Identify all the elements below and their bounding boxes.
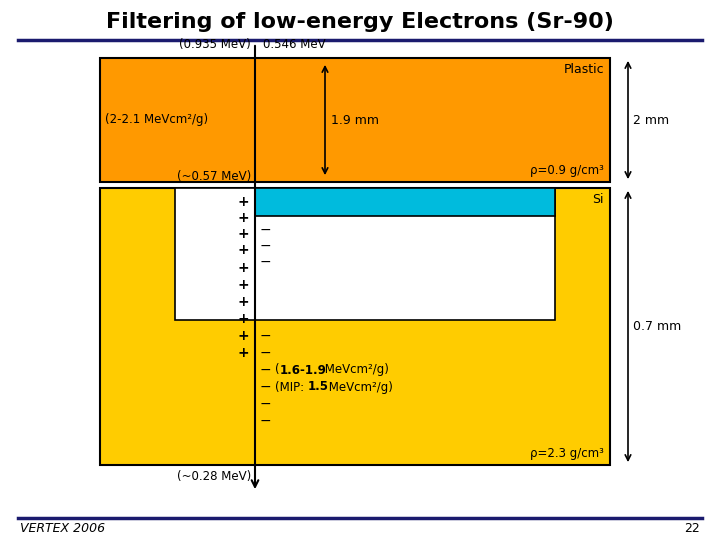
Text: 0.546 MeV: 0.546 MeV: [263, 38, 325, 51]
Text: −: −: [259, 414, 271, 428]
Text: Plastic: Plastic: [563, 63, 604, 76]
Text: MeVcm²/g): MeVcm²/g): [321, 363, 389, 376]
Text: 22: 22: [684, 522, 700, 535]
Text: 0.7 mm: 0.7 mm: [633, 320, 681, 333]
Text: +: +: [237, 312, 249, 326]
Text: +: +: [237, 295, 249, 309]
Text: +: +: [237, 278, 249, 292]
Bar: [175, 188, 555, 320]
Text: −: −: [259, 255, 271, 269]
Text: −: −: [259, 346, 271, 360]
Text: −: −: [259, 397, 271, 411]
Bar: [255, 188, 555, 216]
Text: ρ=0.9 g/cm³: ρ=0.9 g/cm³: [530, 164, 604, 177]
Bar: [100, 58, 610, 182]
Text: (~0.57 MeV): (~0.57 MeV): [176, 170, 251, 183]
Text: −: −: [259, 380, 271, 394]
Text: +: +: [237, 329, 249, 343]
Text: (MIP:: (MIP:: [275, 381, 308, 394]
Text: 1.6-1.9: 1.6-1.9: [280, 363, 327, 376]
Text: −: −: [259, 329, 271, 343]
Text: (2-2.1 MeVcm²/g): (2-2.1 MeVcm²/g): [105, 113, 208, 126]
Text: (0.935 MeV): (0.935 MeV): [179, 38, 251, 51]
Text: 1.5: 1.5: [308, 381, 329, 394]
Text: ρ=2.3 g/cm³: ρ=2.3 g/cm³: [530, 447, 604, 460]
Text: (~0.28 MeV): (~0.28 MeV): [176, 470, 251, 483]
Text: +: +: [237, 261, 249, 275]
Text: VERTEX 2006: VERTEX 2006: [20, 522, 105, 535]
Text: Filtering of low-energy Electrons (Sr-90): Filtering of low-energy Electrons (Sr-90…: [106, 12, 614, 32]
Text: Si: Si: [593, 193, 604, 206]
Text: +: +: [237, 227, 249, 241]
Bar: [100, 188, 610, 465]
Text: +: +: [237, 195, 249, 209]
Text: −: −: [259, 223, 271, 237]
Text: +: +: [237, 346, 249, 360]
Text: +: +: [237, 211, 249, 225]
Text: 2 mm: 2 mm: [633, 113, 669, 126]
Text: MeVcm²/g): MeVcm²/g): [325, 381, 393, 394]
Text: −: −: [259, 239, 271, 253]
Text: 1.9 mm: 1.9 mm: [331, 113, 379, 126]
Text: +: +: [237, 243, 249, 257]
Text: −: −: [259, 363, 271, 377]
Text: (: (: [275, 363, 279, 376]
